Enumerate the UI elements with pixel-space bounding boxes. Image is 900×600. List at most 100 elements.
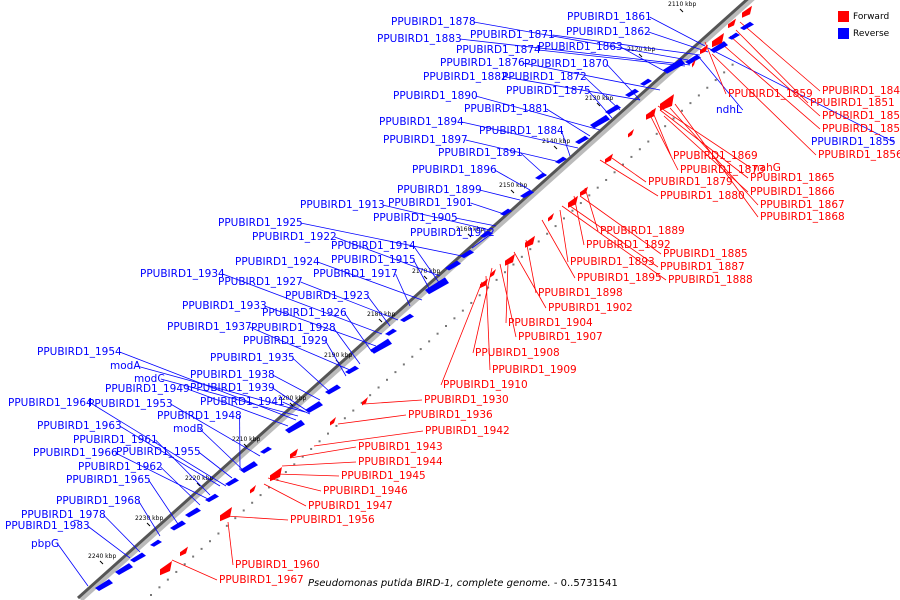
forward-leader-line bbox=[711, 53, 817, 156]
axis-dot bbox=[478, 294, 481, 297]
axis-dot bbox=[504, 271, 506, 274]
forward-gene-feature bbox=[742, 5, 752, 18]
axis-dot bbox=[647, 140, 650, 143]
forward-gene-feature bbox=[692, 59, 696, 68]
axis-dot bbox=[723, 71, 726, 74]
reverse-leader-line bbox=[272, 374, 321, 401]
forward-gene-label-22: PPUBIRD1_1898 bbox=[538, 287, 623, 299]
axis-dot bbox=[714, 79, 717, 82]
reverse-gene-label-17: PPUBIRD1_1891 bbox=[438, 147, 523, 159]
reverse-gene-label-24: PPUBIRD1_1912 bbox=[410, 227, 495, 239]
forward-leader-line bbox=[739, 21, 821, 92]
reverse-gene-label-39: PPUBIRD1_1935 bbox=[210, 352, 295, 364]
reverse-gene-feature bbox=[740, 21, 754, 31]
forward-gene-label-30: PPUBIRD1_1936 bbox=[408, 409, 493, 421]
reverse-leader-line bbox=[395, 273, 411, 307]
scale-tick-label: 2190 kbp bbox=[324, 352, 352, 359]
reverse-leader-line bbox=[707, 47, 894, 143]
reverse-gene-label-10: PPUBIRD1_1872 bbox=[502, 71, 587, 83]
reverse-gene-label-12: PPUBIRD1_1890 bbox=[393, 90, 478, 102]
forward-gene-label-23: PPUBIRD1_1902 bbox=[548, 302, 633, 314]
reverse-gene-label-2: PPUBIRD1_1883 bbox=[377, 33, 462, 45]
forward-gene-label-1: PPUBIRD1_1859 bbox=[728, 88, 813, 100]
forward-gene-label-11: PPUBIRD1_1866 bbox=[750, 186, 835, 198]
reverse-leader-line bbox=[300, 222, 463, 257]
reverse-gene-label-31: PPUBIRD1_1927 bbox=[218, 276, 303, 288]
reverse-gene-label-57: PPUBIRD1_1978 bbox=[21, 509, 106, 521]
axis-dot bbox=[495, 278, 498, 281]
axis-dot bbox=[453, 317, 456, 320]
axis-dot bbox=[394, 371, 397, 374]
axis-dot bbox=[259, 494, 262, 497]
reverse-leader-line bbox=[325, 340, 347, 377]
reverse-gene-feature bbox=[500, 208, 512, 216]
forward-gene-label-38: PPUBIRD1_1960 bbox=[235, 559, 320, 571]
forward-leader-line bbox=[569, 205, 659, 268]
reverse-leader-line bbox=[333, 327, 361, 365]
forward-leader-line bbox=[472, 267, 493, 354]
forward-gene-feature bbox=[525, 235, 535, 248]
scale-tick bbox=[146, 522, 151, 527]
forward-gene-feature bbox=[480, 278, 488, 289]
reverse-gene-feature bbox=[325, 384, 341, 395]
scale-tick bbox=[638, 53, 643, 58]
axis-dot bbox=[554, 225, 557, 228]
reverse-leader-line bbox=[272, 387, 307, 411]
reverse-leader-line bbox=[459, 38, 691, 66]
scale-tick-label: 2210 kbp bbox=[232, 436, 260, 443]
forward-leader-line bbox=[289, 446, 357, 459]
reverse-gene-label-21: PPUBIRD1_1901 bbox=[388, 197, 473, 209]
axis-dot bbox=[217, 532, 220, 535]
reverse-gene-feature bbox=[260, 446, 272, 454]
reverse-gene-label-11: PPUBIRD1_1875 bbox=[506, 85, 591, 97]
reverse-leader-line bbox=[57, 543, 89, 587]
forward-leader-line bbox=[267, 477, 322, 492]
axis-dot bbox=[689, 102, 692, 105]
reverse-leader-line bbox=[649, 16, 706, 47]
legend-item-forward: Forward bbox=[838, 8, 889, 25]
reverse-leader-line bbox=[455, 217, 497, 227]
scale-tick bbox=[99, 560, 104, 565]
axis-dot bbox=[192, 555, 195, 558]
reverse-gene-label-23: PPUBIRD1_1925 bbox=[218, 217, 303, 229]
reverse-gene-label-28: PPUBIRD1_1924 bbox=[235, 256, 320, 268]
scale-tick-label: 2130 kbp bbox=[585, 95, 613, 102]
forward-gene-label-4: PPUBIRD1_1853 bbox=[822, 123, 900, 135]
forward-leader-line bbox=[313, 430, 424, 447]
forward-gene-label-7: nahG bbox=[753, 162, 781, 174]
forward-leader-line bbox=[499, 263, 517, 338]
map-caption: Pseudomonas putida BIRD-1, complete geno… bbox=[308, 578, 618, 589]
reverse-gene-label-22: PPUBIRD1_1905 bbox=[373, 212, 458, 224]
reverse-gene-feature bbox=[460, 249, 474, 259]
reverse-leader-line bbox=[282, 401, 311, 415]
forward-gene-label-6: PPUBIRD1_1869 bbox=[673, 150, 758, 162]
reverse-gene-label-44: PPUBIRD1_1939 bbox=[190, 382, 275, 394]
caption-range: - 0..5731541 bbox=[550, 578, 618, 589]
reverse-gene-label-19: PPUBIRD1_1899 bbox=[397, 184, 482, 196]
legend-label-forward: Forward bbox=[853, 11, 890, 22]
axis-dot bbox=[200, 547, 203, 550]
forward-gene-label-28: PPUBIRD1_1910 bbox=[443, 379, 528, 391]
reverse-gene-label-18: PPUBIRD1_1896 bbox=[412, 164, 497, 176]
forward-gene-label-14: PPUBIRD1_1868 bbox=[760, 211, 845, 223]
axis-dot bbox=[209, 540, 211, 543]
forward-gene-label-27: PPUBIRD1_1909 bbox=[492, 364, 577, 376]
reverse-leader-line bbox=[160, 378, 299, 417]
reverse-gene-feature bbox=[130, 552, 146, 563]
forward-gene-feature bbox=[220, 506, 232, 522]
reverse-leader-line bbox=[119, 425, 221, 487]
forward-gene-feature bbox=[505, 253, 515, 266]
reverse-leader-line bbox=[520, 152, 547, 177]
axis-dot bbox=[588, 194, 591, 197]
reverse-gene-label-61: PPUBIRD1_1855 bbox=[811, 136, 896, 148]
reverse-gene-feature bbox=[425, 277, 449, 295]
axis-dot bbox=[276, 478, 279, 481]
scale-tick-label: 2140 kbp bbox=[542, 138, 570, 145]
reverse-gene-feature bbox=[728, 32, 740, 40]
forward-gene-label-10: PPUBIRD1_1879 bbox=[648, 176, 733, 188]
reverse-leader-line bbox=[470, 202, 505, 215]
scale-tick bbox=[423, 275, 428, 280]
axis-dot bbox=[512, 263, 515, 266]
reverse-gene-label-42: PPUBIRD1_1938 bbox=[190, 369, 275, 381]
scale-tick-label: 2150 kbp bbox=[499, 182, 527, 189]
